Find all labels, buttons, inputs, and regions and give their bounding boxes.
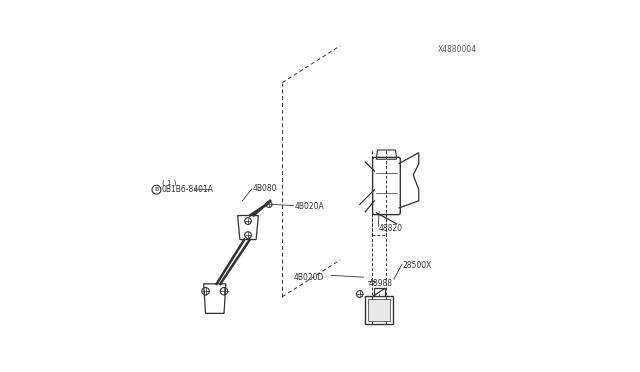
Text: 4B020D: 4B020D <box>293 273 324 282</box>
Text: 4B020A: 4B020A <box>295 202 324 211</box>
Bar <box>368 299 390 321</box>
Text: B: B <box>154 187 159 192</box>
Text: 0B1B6-8401A: 0B1B6-8401A <box>162 185 214 194</box>
Text: ( 1 ): ( 1 ) <box>162 180 177 186</box>
Text: X4880004: X4880004 <box>438 45 477 54</box>
Text: 4B080: 4B080 <box>253 185 277 193</box>
Text: 48820: 48820 <box>378 224 403 233</box>
Text: 48988: 48988 <box>369 279 393 288</box>
Bar <box>365 296 393 324</box>
Text: 28500X: 28500X <box>403 261 432 270</box>
